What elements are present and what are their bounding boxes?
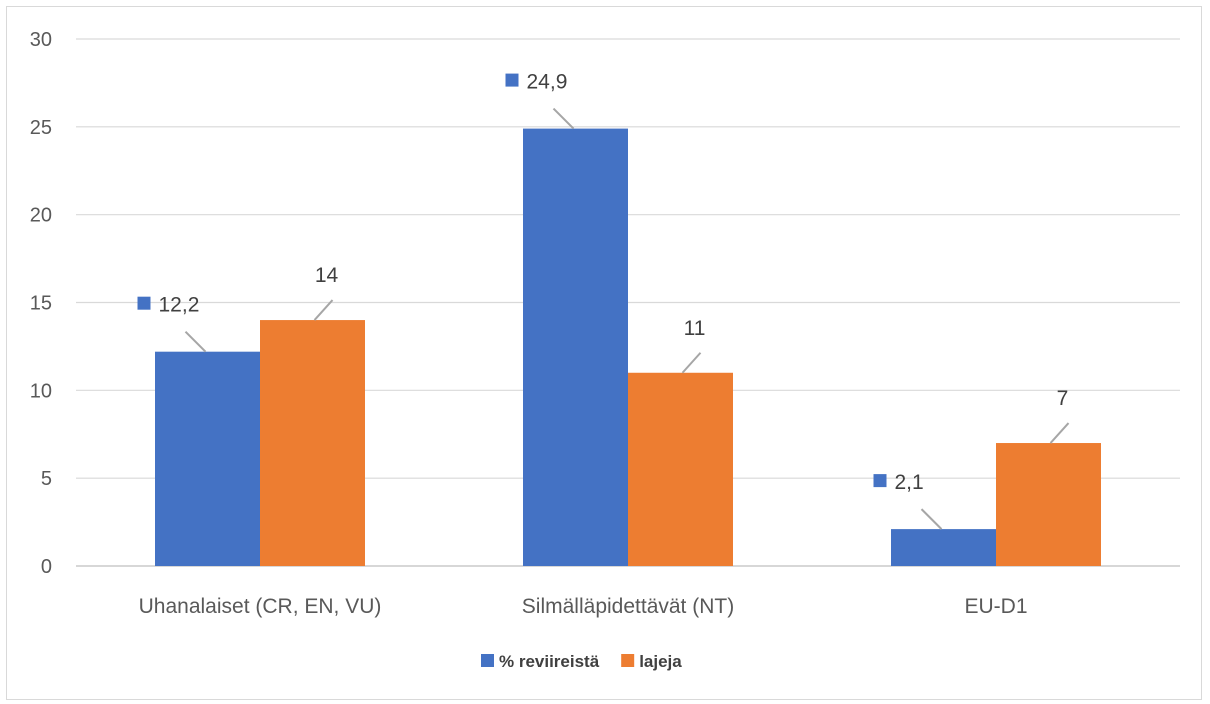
legend-label: % reviireistä bbox=[499, 652, 600, 671]
legend-swatch bbox=[621, 654, 635, 667]
data-label: 11 bbox=[684, 317, 706, 340]
data-label-leader bbox=[1049, 422, 1070, 444]
data-label-leader bbox=[920, 508, 943, 530]
y-tick-label: 20 bbox=[30, 205, 52, 227]
y-tick-label: 25 bbox=[30, 117, 52, 139]
y-tick-label: 5 bbox=[41, 468, 52, 490]
bar bbox=[996, 443, 1101, 566]
bar bbox=[891, 529, 996, 566]
bar bbox=[260, 320, 365, 566]
y-tick-label: 10 bbox=[30, 380, 52, 402]
data-label-key bbox=[137, 296, 151, 310]
bar bbox=[155, 351, 260, 566]
legend-swatch bbox=[481, 654, 494, 667]
data-label: 7 bbox=[1057, 387, 1069, 410]
y-tick-label: 15 bbox=[30, 293, 52, 315]
data-label-leader bbox=[313, 299, 334, 321]
x-category-label: Uhanalaiset (CR, EN, VU) bbox=[139, 595, 382, 618]
bar bbox=[628, 372, 733, 566]
data-label-leader bbox=[552, 107, 575, 130]
data-label: 14 bbox=[315, 264, 339, 287]
data-label-leader bbox=[184, 330, 207, 353]
x-category-label: EU-D1 bbox=[964, 595, 1027, 618]
data-label: 2,1 bbox=[895, 471, 924, 494]
data-label: 24,9 bbox=[527, 71, 568, 94]
bar bbox=[523, 128, 628, 566]
data-label-leader bbox=[681, 352, 702, 374]
data-label-key bbox=[505, 73, 519, 87]
y-tick-label: 0 bbox=[41, 556, 52, 578]
data-label-key bbox=[873, 474, 887, 488]
data-label: 12,2 bbox=[159, 294, 200, 317]
y-tick-label: 30 bbox=[30, 29, 52, 51]
legend-label: lajeja bbox=[639, 652, 682, 671]
x-category-label: Silmälläpidettävät (NT) bbox=[522, 595, 734, 618]
